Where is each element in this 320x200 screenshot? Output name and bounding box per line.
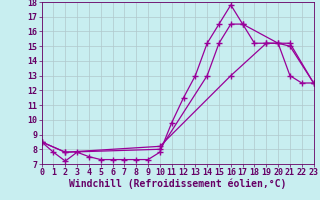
X-axis label: Windchill (Refroidissement éolien,°C): Windchill (Refroidissement éolien,°C) [69,179,286,189]
